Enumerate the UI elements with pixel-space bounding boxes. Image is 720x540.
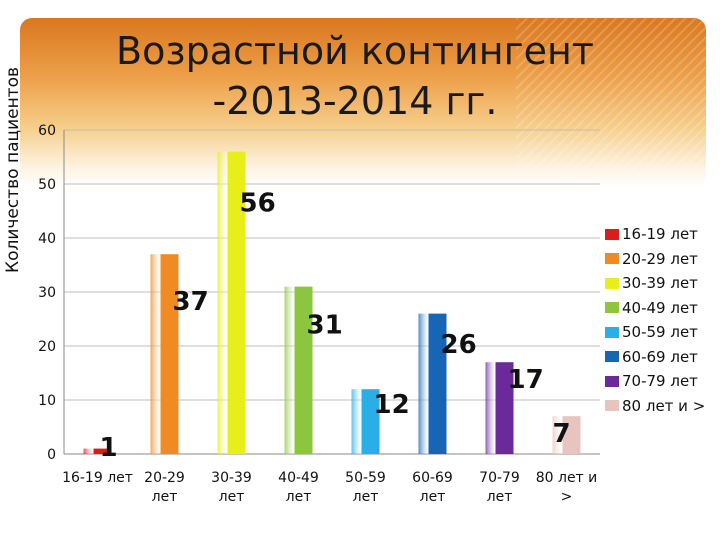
legend-label: 70-79 лет bbox=[622, 372, 698, 391]
x-tick-label: 80 лет и bbox=[536, 470, 598, 486]
y-tick-label: 50 bbox=[38, 177, 56, 193]
y-tick-label: 30 bbox=[38, 285, 56, 301]
legend-swatch bbox=[605, 253, 619, 265]
x-tick-label: > bbox=[561, 489, 573, 505]
x-tick-label: 16-19 лет bbox=[62, 470, 133, 486]
x-tick-label: лет bbox=[286, 489, 312, 505]
x-tick-label: 70-79 bbox=[479, 470, 520, 486]
x-tick-label: 50-59 bbox=[345, 470, 386, 486]
x-tick-label: 40-49 bbox=[278, 470, 319, 486]
legend-swatch bbox=[605, 326, 619, 338]
legend-label: 50-59 лет bbox=[622, 323, 698, 342]
x-tick-label: лет bbox=[353, 489, 379, 505]
data-label: 12 bbox=[374, 390, 410, 420]
bar-3 bbox=[217, 151, 246, 454]
legend-item: 80 лет и > bbox=[605, 394, 717, 419]
x-tick-label: лет bbox=[219, 489, 245, 505]
legend-swatch bbox=[605, 400, 619, 412]
legend-label: 40-49 лет bbox=[622, 298, 698, 317]
data-label: 31 bbox=[307, 310, 343, 340]
x-tick-label: лет bbox=[487, 489, 513, 505]
legend-item: 50-59 лет bbox=[605, 320, 717, 345]
x-tick-label: 20-29 bbox=[144, 470, 185, 486]
bar-7 bbox=[485, 362, 514, 454]
data-label: 37 bbox=[173, 287, 209, 317]
bar-1 bbox=[83, 448, 112, 454]
legend-label: 60-69 лет bbox=[622, 347, 698, 366]
legend: 16-19 лет 20-29 лет 30-39 лет 40-49 лет 50-5… bbox=[605, 222, 717, 418]
title-banner bbox=[20, 18, 706, 188]
data-label: 17 bbox=[508, 365, 544, 395]
legend-swatch bbox=[605, 277, 619, 289]
legend-item: 16-19 лет bbox=[605, 222, 717, 247]
legend-swatch bbox=[605, 375, 619, 387]
y-tick-label: 0 bbox=[47, 447, 56, 463]
y-tick-label: 20 bbox=[38, 339, 56, 355]
x-tick-label: лет bbox=[152, 489, 178, 505]
y-tick-label: 40 bbox=[38, 231, 56, 247]
x-tick-label: 60-69 bbox=[412, 470, 453, 486]
legend-label: 80 лет и > bbox=[622, 396, 706, 415]
legend-label: 16-19 лет bbox=[622, 225, 698, 244]
chart-title: Возрастной контингент -2013-2014 гг. bbox=[116, 29, 594, 123]
x-tick-label: 30-39 bbox=[211, 470, 252, 486]
legend-item: 20-29 лет bbox=[605, 247, 717, 272]
legend-label: 30-39 лет bbox=[622, 274, 698, 293]
data-label: 1 bbox=[100, 433, 118, 463]
data-label: 7 bbox=[553, 419, 571, 449]
bar-6 bbox=[418, 313, 447, 454]
legend-item: 40-49 лет bbox=[605, 296, 717, 321]
legend-label: 20-29 лет bbox=[622, 249, 698, 268]
bar-5 bbox=[351, 389, 380, 454]
data-label: 26 bbox=[441, 330, 477, 360]
bar-2 bbox=[150, 254, 179, 454]
y-tick-label: 10 bbox=[38, 393, 56, 409]
legend-item: 70-79 лет bbox=[605, 369, 717, 394]
x-tick-label: лет bbox=[420, 489, 446, 505]
bar-4 bbox=[284, 286, 313, 454]
legend-item: 60-69 лет bbox=[605, 345, 717, 370]
legend-swatch bbox=[605, 351, 619, 363]
y-tick-label: 60 bbox=[38, 123, 56, 139]
legend-swatch bbox=[605, 228, 619, 240]
bar-8 bbox=[552, 416, 581, 454]
data-label: 56 bbox=[240, 189, 276, 219]
legend-item: 30-39 лет bbox=[605, 271, 717, 296]
legend-swatch bbox=[605, 302, 619, 314]
